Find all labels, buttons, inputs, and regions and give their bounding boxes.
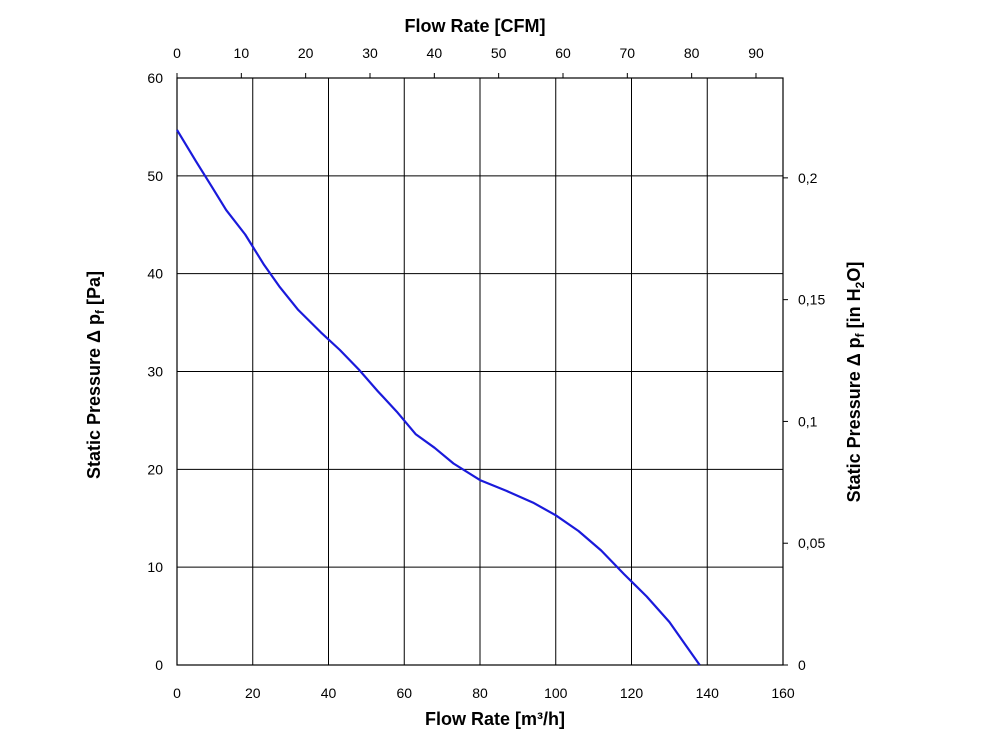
x2-tick-labels-cfm: 0 10 20 30 40 50 60 70 80 90 bbox=[173, 45, 764, 78]
x2-tick-label: 20 bbox=[298, 45, 314, 61]
y-tick-label: 0 bbox=[155, 657, 163, 673]
x2-tick-label: 0 bbox=[173, 45, 181, 61]
y-tick-label: 20 bbox=[147, 461, 163, 477]
x-axis-title: Flow Rate [m³/h] bbox=[425, 709, 565, 729]
x-tick-label: 0 bbox=[173, 685, 181, 701]
x2-tick-label: 80 bbox=[684, 45, 700, 61]
y2-tick-label: 0,2 bbox=[798, 170, 818, 186]
y2-tick-label: 0 bbox=[798, 657, 806, 673]
y-tick-labels-pa: 0 10 20 30 40 50 60 bbox=[147, 70, 163, 673]
y-tick-label: 60 bbox=[147, 70, 163, 86]
plot-frame bbox=[176, 77, 784, 666]
x2-tick-label: 70 bbox=[620, 45, 636, 61]
x-tick-label: 60 bbox=[396, 685, 412, 701]
y-tick-label: 40 bbox=[147, 266, 163, 282]
x-tick-label: 80 bbox=[472, 685, 488, 701]
x-tick-label: 40 bbox=[321, 685, 337, 701]
x-tick-labels-m3h: 0 20 40 60 80 100 120 140 160 bbox=[173, 685, 795, 701]
x2-tick-label: 90 bbox=[748, 45, 764, 61]
y-axis-title: Static Pressure Δ pf [Pa] bbox=[84, 271, 107, 479]
series-layer bbox=[176, 129, 701, 666]
y-tick-label: 50 bbox=[147, 168, 163, 184]
x2-tick-label: 50 bbox=[491, 45, 507, 61]
y-tick-label: 30 bbox=[147, 364, 163, 380]
y-tick-label: 10 bbox=[147, 559, 163, 575]
y2-tick-labels-inh2o: 0 0,05 0,1 0,15 0,2 bbox=[783, 170, 825, 673]
x-tick-label: 120 bbox=[620, 685, 644, 701]
x2-tick-label: 40 bbox=[427, 45, 443, 61]
x2-tick-label: 60 bbox=[555, 45, 571, 61]
grid-lines bbox=[176, 77, 784, 666]
y2-tick-label: 0,1 bbox=[798, 413, 818, 429]
pressure-curve bbox=[176, 129, 701, 666]
x-tick-label: 100 bbox=[544, 685, 568, 701]
x-tick-label: 20 bbox=[245, 685, 261, 701]
x-tick-label: 160 bbox=[771, 685, 795, 701]
x2-tick-label: 10 bbox=[234, 45, 250, 61]
y2-tick-label: 0,05 bbox=[798, 535, 825, 551]
x-tick-label: 140 bbox=[696, 685, 720, 701]
x2-axis-title: Flow Rate [CFM] bbox=[405, 16, 546, 36]
y2-tick-label: 0,15 bbox=[798, 292, 825, 308]
x2-tick-label: 30 bbox=[362, 45, 378, 61]
y2-axis-title: Static Pressure Δ pf [in H2O] bbox=[844, 262, 867, 503]
